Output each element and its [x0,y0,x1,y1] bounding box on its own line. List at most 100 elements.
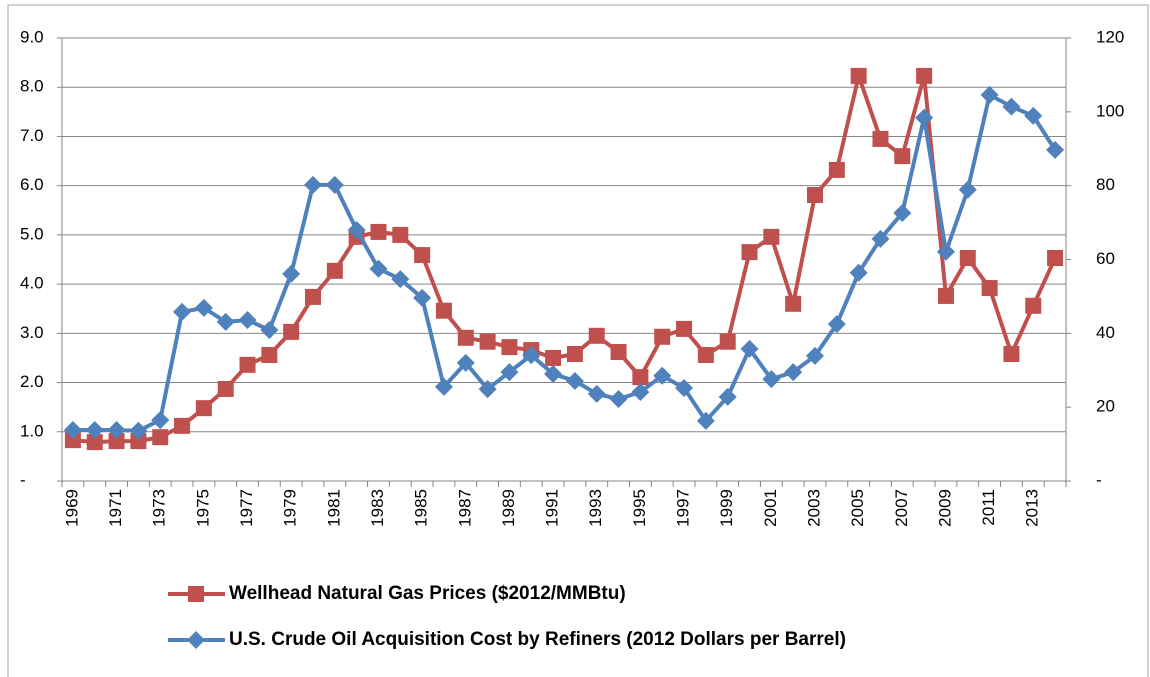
data-point [304,175,322,194]
data-point [828,161,845,178]
data-point [217,380,234,397]
y-tick-label: 1.0 [20,421,44,440]
data-point [478,380,497,399]
data-point [108,433,125,450]
y-tick-label: 2.0 [20,372,44,391]
x-tick-label: 1993 [586,489,605,527]
x-tick-label: 1995 [630,489,649,527]
y-tick-label: - [20,470,26,489]
data-point [1024,106,1043,125]
data-point [980,85,999,104]
data-point [785,295,802,312]
data-point [696,411,715,430]
data-point [501,339,518,356]
data-point [1025,297,1042,314]
x-tick-label: 1997 [674,489,693,527]
data-point [152,429,169,446]
data-point [915,108,934,127]
data-point [741,244,758,261]
x-tick-label: 1981 [324,489,343,527]
data-point [194,298,213,317]
data-point [434,377,453,396]
data-point [173,302,192,321]
data-point [239,356,256,373]
x-tick-label: 1985 [412,489,431,527]
data-point [435,302,452,319]
chart-frame [7,4,1149,677]
y-tick-label: 8.0 [20,77,44,96]
data-point [850,67,867,84]
data-point [958,180,977,199]
y-tick-label: 7.0 [20,126,44,145]
x-tick-label: 1983 [368,489,387,527]
x-tick-label: 1973 [150,489,169,527]
data-point [325,175,344,194]
data-point [763,228,780,245]
x-tick-label: 1989 [499,489,518,527]
data-point [784,363,803,382]
y2-tick-label: 60 [1096,249,1115,268]
data-point [456,353,475,372]
data-point [129,421,148,440]
data-point [871,229,890,248]
data-point [414,247,431,264]
x-tick-label: 1977 [237,489,256,527]
data-point [718,387,737,406]
data-point [762,370,781,389]
data-point [151,411,170,430]
data-point [1003,346,1020,363]
data-point [369,259,388,278]
legend-marker [188,586,204,602]
data-point [653,366,672,385]
data-point [64,432,81,449]
data-point [936,242,955,261]
data-point [697,346,714,363]
y2-tick-label: - [1096,470,1102,489]
x-tick-label: 1987 [455,489,474,527]
data-point [827,315,846,334]
x-tick-label: 2001 [761,489,780,527]
data-point [457,329,474,346]
data-point [632,369,649,386]
data-point [283,323,300,340]
data-point [522,346,541,365]
legend-label: Wellhead Natural Gas Prices ($2012/MMBtu… [229,583,626,604]
data-point [587,384,606,403]
x-tick-label: 1971 [106,489,125,527]
data-point [392,226,409,243]
data-point [894,148,911,165]
y-tick-label: 9.0 [20,27,44,46]
x-tick-label: 1999 [717,489,736,527]
data-point [500,363,519,382]
data-point [588,327,605,344]
x-tick-label: 1991 [543,489,562,527]
data-point [86,434,103,451]
y2-tick-label: 80 [1096,175,1115,194]
data-point [959,250,976,267]
data-point [849,263,868,282]
data-point [391,270,410,289]
y-tick-label: 4.0 [20,274,44,293]
data-point [609,390,628,409]
x-tick-label: 2007 [892,489,911,527]
data-point [370,223,387,240]
y2-tick-label: 40 [1096,323,1115,342]
y-tick-label: 5.0 [20,224,44,243]
series-line [72,73,1057,445]
y-tick-label: 6.0 [20,175,44,194]
data-point [347,220,366,239]
data-point [675,378,694,397]
data-point [260,321,279,340]
data-point [1002,97,1021,116]
data-point [654,328,671,345]
x-tick-label: 2003 [804,489,823,527]
data-point [937,287,954,304]
series-line [72,92,1057,433]
data-point [261,346,278,363]
data-point [63,421,82,440]
x-tick-label: 2013 [1023,489,1042,527]
y2-tick-label: 120 [1096,27,1124,46]
data-point [566,346,583,363]
y2-tick-label: 100 [1096,101,1124,120]
